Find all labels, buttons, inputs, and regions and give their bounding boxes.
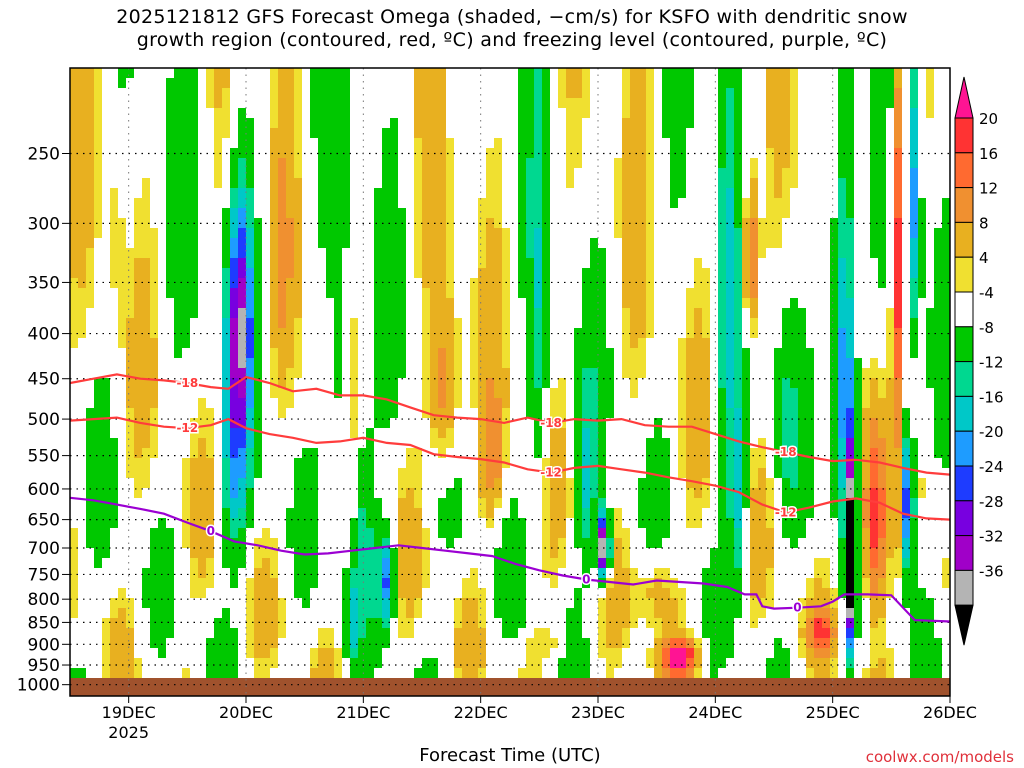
- y-tick-label-1000: 1000: [17, 676, 60, 696]
- colorbar-bin-2: [954, 152, 974, 189]
- x-tick-label-21DEC: 21DEC: [336, 703, 390, 722]
- colorbar-bin-4: [954, 221, 974, 258]
- y-tick-label-400: 400: [28, 325, 60, 345]
- x-tick-label-23DEC: 23DEC: [571, 703, 625, 722]
- y-tick-label-850: 850: [28, 613, 60, 633]
- x-tick-label-20DEC: 20DEC: [219, 703, 273, 722]
- y-tick-label-800: 800: [28, 590, 60, 610]
- y-tick-label-750: 750: [28, 565, 60, 585]
- colorbar-bin-14: [954, 569, 974, 606]
- contour-label-minus18-1: -18: [540, 416, 562, 430]
- colorbar-bin-7: [954, 326, 974, 363]
- contour-label-minus18-2: -18: [775, 445, 797, 459]
- colorbar-label-minus36: -36: [979, 562, 1004, 580]
- colorbar-bin-9: [954, 395, 974, 432]
- colorbar-label-minus28: -28: [979, 493, 1004, 511]
- x-tick-label-22DEC: 22DEC: [454, 703, 508, 722]
- contour-label-minus12-2: -12: [775, 505, 797, 519]
- contour-minus12: [70, 416, 950, 521]
- omega-shading: [70, 68, 950, 678]
- y-tick-label-450: 450: [28, 370, 60, 390]
- plot-frame: [69, 67, 951, 697]
- colorbar-bin-3: [954, 187, 974, 223]
- colorbar-bin-13: [954, 535, 974, 571]
- y-tick-label-550: 550: [28, 447, 60, 467]
- colorbar-label-16: 16: [979, 145, 998, 163]
- colorbar-label-12: 12: [979, 180, 998, 198]
- y-axis: 2503003504004505005506006507007508008509…: [17, 144, 70, 696]
- colorbar-label-minus20: -20: [979, 423, 1004, 441]
- colorbar-label-minus4: -4: [979, 284, 994, 302]
- contour-label-minus12-1: -12: [540, 466, 562, 480]
- y-tick-label-600: 600: [28, 480, 60, 500]
- contour-label-0-2: 0: [793, 601, 801, 615]
- colorbar-bottom-arrow: [954, 604, 974, 646]
- chart-title-line-2: growth region (contoured, red, ºC) and f…: [136, 29, 888, 51]
- ground-terrain: [70, 678, 950, 696]
- y-tick-label-700: 700: [28, 539, 60, 559]
- contour-label-0-1: 0: [582, 573, 590, 587]
- colorbar-label-20: 20: [979, 110, 998, 128]
- colorbar-bin-12: [954, 500, 974, 537]
- colorbar-bin-1: [954, 117, 974, 154]
- x-tick-label-26DEC: 26DEC: [923, 703, 977, 722]
- colorbar-bin-11: [954, 465, 974, 502]
- y-tick-label-250: 250: [28, 144, 60, 164]
- colorbar-bin-8: [954, 361, 974, 397]
- x-axis-label: Forecast Time (UTC): [419, 745, 601, 766]
- colorbar-label-4: 4: [979, 249, 989, 267]
- x-tick-sublabel-2025: 2025: [108, 723, 149, 742]
- colorbar-bin-6: [954, 291, 974, 328]
- y-tick-label-350: 350: [28, 273, 60, 293]
- colorbar-label-minus24: -24: [979, 458, 1004, 476]
- colorbar-label-minus12: -12: [979, 354, 1004, 372]
- contour-label-minus18-0: -18: [176, 376, 198, 390]
- chart-title-line-1: 2025121812 GFS Forecast Omega (shaded, −…: [116, 6, 908, 28]
- contour-minus18: [70, 373, 950, 476]
- colorbar: 20 16 12 8 4 -4 -8 -12 -16 -20 -24 -28 -32 -36: [954, 76, 1004, 646]
- x-tick-label-24DEC: 24DEC: [688, 703, 742, 722]
- colorbar-top-arrow: [954, 76, 974, 119]
- y-tick-label-500: 500: [28, 410, 60, 430]
- colorbar-bin-5: [954, 256, 974, 293]
- temperature-contours: -18 -18 -18 -12 -12 -12 0 0 0: [70, 373, 950, 623]
- colorbar-label-minus16: -16: [979, 388, 1004, 406]
- y-tick-label-900: 900: [28, 635, 60, 655]
- y-tick-label-950: 950: [28, 656, 60, 676]
- contour-label-0-0: 0: [207, 524, 215, 538]
- y-tick-label-650: 650: [28, 511, 60, 531]
- chart-title: 2025121812 GFS Forecast Omega (shaded, −…: [0, 6, 1024, 52]
- y-tick-label-300: 300: [28, 214, 60, 234]
- colorbar-bin-10: [954, 430, 974, 467]
- colorbar-label-minus8: -8: [979, 319, 994, 337]
- contour-0: [70, 496, 950, 623]
- x-tick-label-19DEC: 19DEC: [102, 703, 156, 722]
- colorbar-label-8: 8: [979, 214, 989, 232]
- contour-label-minus12-0: -12: [176, 421, 198, 435]
- x-tick-label-25DEC: 25DEC: [806, 703, 860, 722]
- source-credit: coolwx.com/models: [865, 748, 1014, 766]
- colorbar-label-minus32: -32: [979, 528, 1004, 546]
